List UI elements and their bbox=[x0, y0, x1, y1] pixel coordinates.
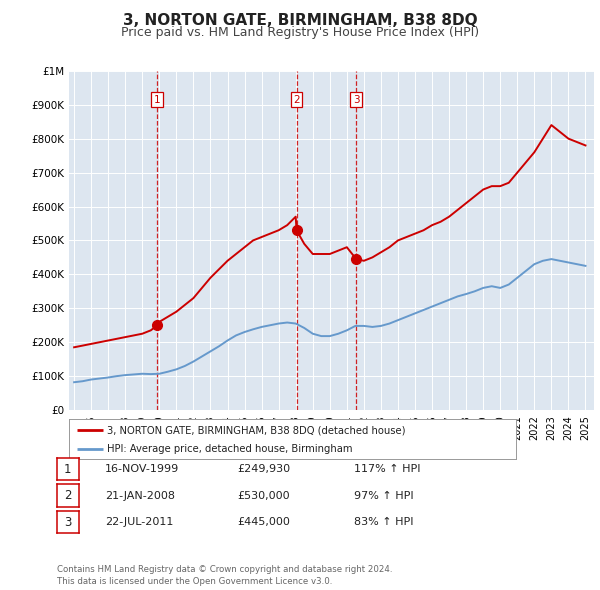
Text: £530,000: £530,000 bbox=[237, 491, 290, 500]
Text: Price paid vs. HM Land Registry's House Price Index (HPI): Price paid vs. HM Land Registry's House … bbox=[121, 26, 479, 39]
Text: 21-JAN-2008: 21-JAN-2008 bbox=[105, 491, 175, 500]
Text: 97% ↑ HPI: 97% ↑ HPI bbox=[354, 491, 413, 500]
Text: 117% ↑ HPI: 117% ↑ HPI bbox=[354, 464, 421, 474]
Text: 16-NOV-1999: 16-NOV-1999 bbox=[105, 464, 179, 474]
Text: 1: 1 bbox=[64, 463, 71, 476]
Text: 3, NORTON GATE, BIRMINGHAM, B38 8DQ: 3, NORTON GATE, BIRMINGHAM, B38 8DQ bbox=[122, 13, 478, 28]
Text: Contains HM Land Registry data © Crown copyright and database right 2024.
This d: Contains HM Land Registry data © Crown c… bbox=[57, 565, 392, 586]
Text: 83% ↑ HPI: 83% ↑ HPI bbox=[354, 517, 413, 527]
Text: £445,000: £445,000 bbox=[237, 517, 290, 527]
Text: 3: 3 bbox=[64, 516, 71, 529]
Text: 3, NORTON GATE, BIRMINGHAM, B38 8DQ (detached house): 3, NORTON GATE, BIRMINGHAM, B38 8DQ (det… bbox=[107, 425, 406, 435]
Text: 1: 1 bbox=[154, 94, 161, 104]
Text: 2: 2 bbox=[64, 489, 71, 502]
Text: £249,930: £249,930 bbox=[237, 464, 290, 474]
Text: 22-JUL-2011: 22-JUL-2011 bbox=[105, 517, 173, 527]
Text: HPI: Average price, detached house, Birmingham: HPI: Average price, detached house, Birm… bbox=[107, 444, 352, 454]
Text: 3: 3 bbox=[353, 94, 359, 104]
Text: 2: 2 bbox=[293, 94, 300, 104]
